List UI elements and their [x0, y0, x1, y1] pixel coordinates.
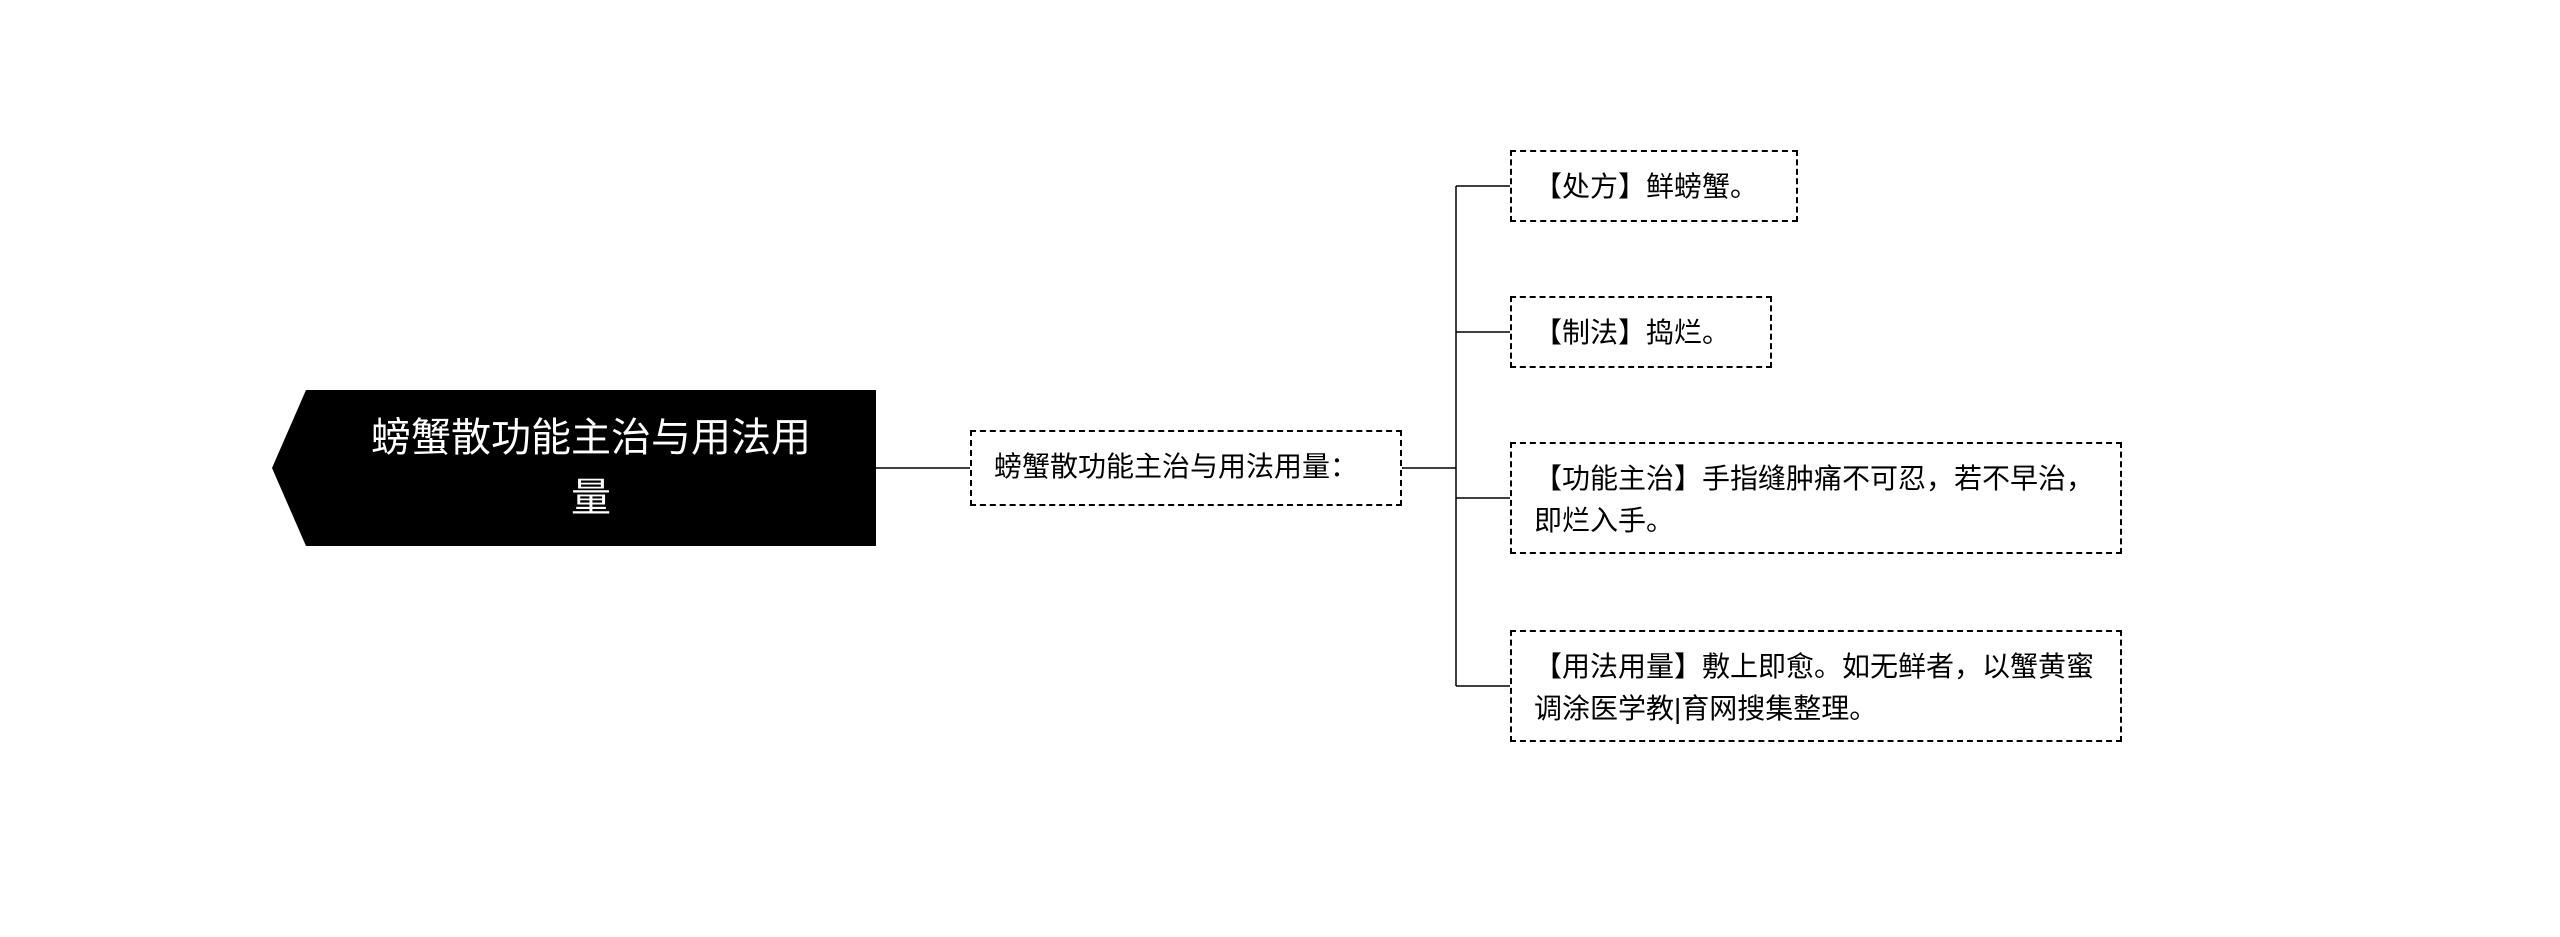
- leaf-text: 【处方】鲜螃蟹。: [1534, 171, 1758, 202]
- leaf-node-method: 【制法】捣烂。: [1510, 296, 1772, 368]
- leaf-text: 【功能主治】手指缝肿痛不可忍，若不早治，即烂入手。: [1534, 463, 2094, 536]
- leaf-text: 【用法用量】敷上即愈。如无鲜者，以蟹黄蜜调涂医学教|育网搜集整理。: [1534, 651, 2094, 724]
- mid-node-text: 螃蟹散功能主治与用法用量：: [994, 451, 1358, 482]
- root-node: 螃蟹散功能主治与用法用量: [306, 390, 876, 546]
- leaf-node-function: 【功能主治】手指缝肿痛不可忍，若不早治，即烂入手。: [1510, 442, 2122, 554]
- root-node-text: 螃蟹散功能主治与用法用量: [371, 408, 811, 528]
- leaf-node-prescription: 【处方】鲜螃蟹。: [1510, 150, 1798, 222]
- mid-node: 螃蟹散功能主治与用法用量：: [970, 430, 1402, 506]
- leaf-text: 【制法】捣烂。: [1534, 317, 1730, 348]
- leaf-node-usage: 【用法用量】敷上即愈。如无鲜者，以蟹黄蜜调涂医学教|育网搜集整理。: [1510, 630, 2122, 742]
